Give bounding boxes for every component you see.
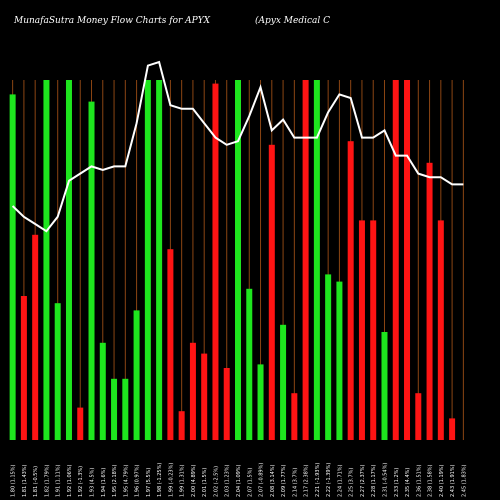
x-tick-label: 2.24 (1.71%)	[337, 464, 343, 497]
bar	[426, 162, 433, 441]
bar	[201, 353, 208, 440]
x-tick-label: 1.92 (-1.3%)	[78, 466, 84, 497]
bar	[415, 393, 422, 440]
bar	[9, 94, 16, 441]
x-tick-label: 1.94 (1.6%)	[101, 468, 107, 497]
x-tick-label: 1.80 (1.15%)	[11, 464, 17, 497]
bar	[347, 141, 354, 440]
bar	[392, 80, 399, 440]
x-tick-label: 2.07 (-0.89%)	[259, 463, 265, 497]
bar	[381, 332, 388, 440]
x-tick-label: 1.93 (4.5%)	[90, 468, 96, 497]
x-tick-label: 2.45 (1.83%)	[461, 464, 467, 497]
x-tick-label: 2.08 (3.14%)	[270, 464, 276, 497]
bar	[20, 296, 27, 440]
x-tick-label: 2.01 (1.5%)	[202, 468, 208, 497]
bar	[54, 303, 61, 440]
x-tick-label: 2.17 (2.38%)	[304, 464, 310, 497]
bar	[449, 418, 456, 440]
x-tick-label: 1.81 (-0.5%)	[33, 466, 39, 497]
bar	[404, 80, 411, 440]
x-tick-label: 2.27 (2.37%)	[360, 464, 366, 497]
bar	[178, 411, 185, 440]
bar	[235, 80, 241, 440]
money-flow-line	[11, 60, 464, 233]
x-tick-label: 1.82 (1.79%)	[44, 464, 50, 497]
bar	[167, 249, 174, 440]
x-tick-label: 2.43 (1.91%)	[450, 464, 456, 497]
bar	[291, 393, 298, 440]
bar	[280, 324, 287, 440]
x-tick-label: 2.07 (1.5%)	[247, 468, 253, 497]
bar	[325, 274, 332, 440]
bar	[437, 220, 444, 440]
bar	[122, 378, 129, 440]
bar	[313, 80, 320, 440]
bar	[257, 364, 264, 440]
bar	[65, 80, 72, 440]
x-tick-label: 2.03 (1.23%)	[225, 464, 231, 497]
x-tick-label: 1.98 (-1.25%)	[157, 463, 163, 497]
bar	[88, 101, 95, 440]
x-tick-label: 1.97 (5.5%)	[146, 468, 152, 497]
bar	[246, 288, 253, 440]
bar	[212, 83, 219, 440]
x-tick-label: 2.22 (-1.39%)	[326, 463, 332, 497]
chart-subtitle: (Apyx Medical C	[255, 15, 330, 26]
bar	[156, 80, 163, 440]
bar	[358, 220, 365, 440]
bar	[133, 310, 140, 440]
bar	[77, 407, 84, 440]
bar	[189, 342, 196, 440]
x-tick-label: 1.99 (-0.23%)	[168, 463, 174, 497]
bar	[144, 80, 151, 440]
bar	[370, 220, 377, 440]
chart-title: MunafaSutra Money Flow Charts for APYX	[13, 16, 211, 26]
bar	[268, 144, 275, 441]
bar	[43, 80, 50, 440]
x-tick-label: 2.00 (4.89%)	[191, 464, 197, 497]
bar	[111, 378, 118, 440]
x-tick-label: 1.96 (0.97%)	[135, 464, 141, 497]
x-tick-labels: 1.80 (1.15%) 1.81 (1.43%) 1.81 (-0.5%) 1.82…	[11, 463, 468, 497]
x-tick-label: 2.09 (1.77%)	[281, 464, 287, 497]
x-tick-label: 2.38 (1.58%)	[428, 464, 434, 497]
bar	[99, 342, 106, 440]
x-tick-label: 2.33 (1.2%)	[394, 468, 400, 497]
bar	[32, 234, 39, 440]
bar	[223, 368, 230, 440]
bar	[302, 80, 309, 440]
x-tick-label: 1.99 (1.31%)	[180, 464, 186, 497]
x-tick-label: 2.02 (-2.5%)	[213, 466, 219, 497]
bar	[336, 281, 343, 440]
x-tick-label: 2.14 (3.7%)	[292, 468, 298, 497]
x-tick-label: 1.95 (2.18%)	[112, 464, 118, 497]
x-tick-label: 2.31 (-0.54%)	[382, 463, 388, 497]
x-tick-label: 2.40 (1.19%)	[439, 464, 445, 497]
x-tick-label: 2.25 (3.7%)	[349, 468, 355, 497]
x-tick-label: 2.04 (1.09%)	[236, 464, 242, 497]
x-tick-label: 1.81 (1.43%)	[22, 464, 28, 497]
x-tick-label: 2.36 (1.51%)	[416, 464, 422, 497]
x-tick-label: 2.35 (4.4%)	[405, 468, 411, 497]
x-tick-label: 2.28 (1.17%)	[371, 464, 377, 497]
x-tick-label: 1.92 (1.06%)	[67, 464, 73, 497]
x-tick-label: 2.21 (-1.93%)	[315, 463, 321, 497]
x-tick-label: 1.95 (4.79%)	[123, 464, 129, 497]
bar-series	[9, 80, 456, 441]
x-tick-label: 1.91 (1.11%)	[56, 464, 62, 497]
